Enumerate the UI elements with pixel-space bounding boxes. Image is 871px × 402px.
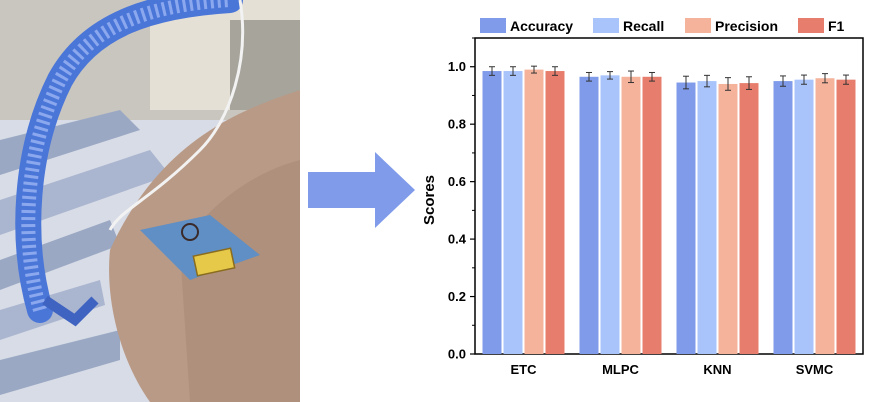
bar-precision-knn bbox=[718, 83, 738, 355]
errorbar-precision-knn bbox=[725, 77, 731, 91]
errorbar-accuracy-mlpc bbox=[586, 71, 592, 82]
bar-f1-knn bbox=[739, 83, 759, 355]
bar-f1-svmc bbox=[836, 79, 856, 355]
chart-legend: Accuracy Recall Precision F1 bbox=[480, 18, 845, 34]
sensor-cable bbox=[108, 0, 245, 231]
legend-label: Accuracy bbox=[510, 18, 573, 34]
bar-chart: Accuracy Recall Precision F1 0.00.20.40.60.… bbox=[421, 18, 864, 377]
bar-recall-etc bbox=[503, 71, 523, 354]
errorbar-precision-svmc bbox=[822, 73, 828, 84]
bar-recall-svmc bbox=[794, 79, 814, 355]
errorbar-recall-mlpc bbox=[607, 71, 613, 80]
y-tick-label: 1.0 bbox=[448, 59, 466, 74]
bar-accuracy-mlpc bbox=[579, 76, 599, 355]
errorbar-f1-mlpc bbox=[649, 71, 655, 82]
errorbar-f1-svmc bbox=[843, 74, 849, 85]
bar-accuracy-knn bbox=[676, 82, 696, 354]
x-axis: ETC MLPC KNN SVMC bbox=[511, 362, 834, 377]
plot-frame bbox=[474, 37, 864, 355]
errorbar-recall-etc bbox=[510, 66, 516, 76]
legend-item-f1: F1 bbox=[798, 18, 845, 34]
errorbar-accuracy-svmc bbox=[780, 75, 786, 87]
legend-label: F1 bbox=[828, 18, 845, 34]
errorbar-precision-etc bbox=[531, 65, 537, 74]
bar-accuracy-svmc bbox=[773, 81, 793, 354]
errorbar-recall-knn bbox=[704, 74, 710, 88]
bar-recall-mlpc bbox=[600, 75, 620, 354]
legend-item-accuracy: Accuracy bbox=[480, 18, 573, 34]
errorbar-precision-mlpc bbox=[628, 70, 634, 84]
y-tick-label: 0.6 bbox=[448, 174, 466, 189]
errorbar-f1-knn bbox=[746, 76, 752, 90]
x-tick-label: SVMC bbox=[796, 362, 834, 377]
bar-recall-knn bbox=[697, 81, 717, 354]
bar-precision-etc bbox=[524, 69, 544, 354]
legend-swatch bbox=[593, 18, 619, 33]
errorbar-accuracy-etc bbox=[489, 66, 495, 76]
x-tick-label: MLPC bbox=[602, 362, 639, 377]
legend-swatch bbox=[480, 18, 506, 33]
x-tick-label: KNN bbox=[703, 362, 731, 377]
ventilator-tube-icon bbox=[15, 0, 243, 327]
legend-label: Recall bbox=[623, 18, 664, 34]
legend-swatch bbox=[685, 18, 711, 33]
errorbar-accuracy-knn bbox=[683, 75, 689, 90]
y-tick-label: 0.0 bbox=[448, 347, 466, 362]
bar-accuracy-etc bbox=[482, 71, 502, 354]
arrow-right-icon bbox=[308, 152, 415, 228]
errorbar-recall-svmc bbox=[801, 74, 807, 85]
legend-item-recall: Recall bbox=[593, 18, 664, 34]
y-axis: 0.0 0.2 0.4 0.6 0.8 1.0 bbox=[448, 37, 475, 362]
bar-f1-mlpc bbox=[642, 76, 662, 355]
legend-label: Precision bbox=[715, 18, 778, 34]
errorbar-f1-etc bbox=[552, 66, 558, 76]
y-axis-title: Scores bbox=[421, 175, 438, 225]
bar-precision-mlpc bbox=[621, 76, 641, 355]
plot-area bbox=[474, 37, 864, 355]
y-tick-label: 0.8 bbox=[448, 117, 466, 132]
wearable-sensor-icon bbox=[140, 215, 260, 280]
patient-photo bbox=[0, 0, 300, 402]
legend-item-precision: Precision bbox=[685, 18, 778, 34]
legend-swatch bbox=[798, 18, 824, 33]
x-tick-label: ETC bbox=[511, 362, 538, 377]
y-tick-label: 0.4 bbox=[448, 232, 467, 247]
bar-precision-svmc bbox=[815, 78, 835, 354]
bar-f1-etc bbox=[545, 71, 565, 354]
y-tick-label: 0.2 bbox=[448, 289, 466, 304]
